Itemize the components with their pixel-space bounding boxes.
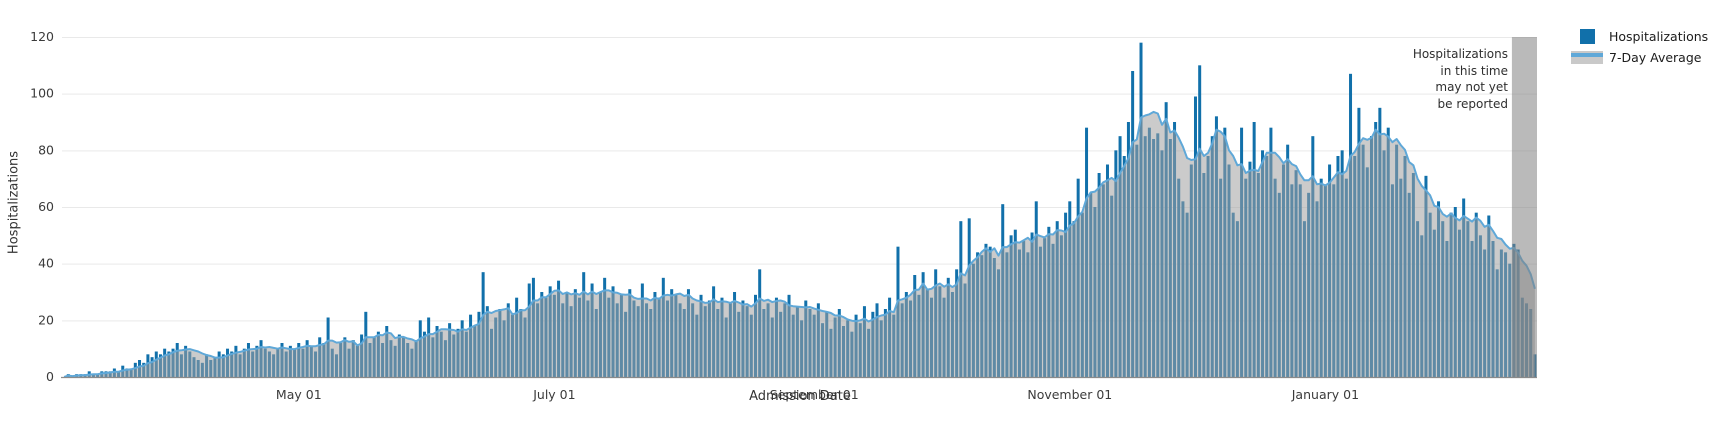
x-tick-label: May 01 bbox=[276, 387, 322, 402]
average-area bbox=[64, 111, 1535, 378]
average-line bbox=[63, 110, 1536, 378]
legend-item-hospitalizations[interactable]: Hospitalizations bbox=[1570, 26, 1708, 47]
legend-label: Hospitalizations bbox=[1609, 29, 1709, 44]
y-tick-label: 40 bbox=[38, 256, 54, 271]
y-axis-title: Hospitalizations bbox=[6, 150, 22, 255]
y-tick-label: 100 bbox=[30, 86, 54, 101]
x-tick-label: November 01 bbox=[1027, 387, 1112, 402]
reporting-lag-annotation: Hospitalizations in this time may not ye… bbox=[1412, 47, 1508, 111]
y-tick-label: 60 bbox=[38, 199, 54, 214]
x-tick-labels: May 01 July 01 September 01 November 01 Janu… bbox=[276, 387, 1359, 402]
x-tick-label: July 01 bbox=[532, 387, 575, 402]
legend-item-7day-average[interactable]: 7-Day Average bbox=[1570, 47, 1708, 68]
legend-swatch-cell bbox=[1570, 51, 1604, 64]
line-swatch-icon bbox=[1571, 51, 1603, 64]
y-tick-labels: 0 20 40 60 80 100 120 bbox=[30, 29, 54, 384]
bar-swatch-icon bbox=[1579, 29, 1595, 44]
legend: Hospitalizations 7-Day Average bbox=[1570, 26, 1708, 68]
x-tick-label: January 01 bbox=[1291, 387, 1359, 402]
unreported-band[interactable] bbox=[1511, 37, 1537, 377]
y-tick-label: 0 bbox=[46, 369, 54, 384]
y-tick-label: 80 bbox=[38, 142, 54, 157]
legend-label: 7-Day Average bbox=[1609, 50, 1702, 65]
y-tick-label: 120 bbox=[30, 29, 54, 44]
x-tick-label: September 01 bbox=[770, 387, 859, 402]
x-axis-title: Admission Date bbox=[749, 389, 851, 404]
y-tick-label: 20 bbox=[38, 312, 54, 327]
legend-swatch-cell bbox=[1570, 29, 1604, 44]
